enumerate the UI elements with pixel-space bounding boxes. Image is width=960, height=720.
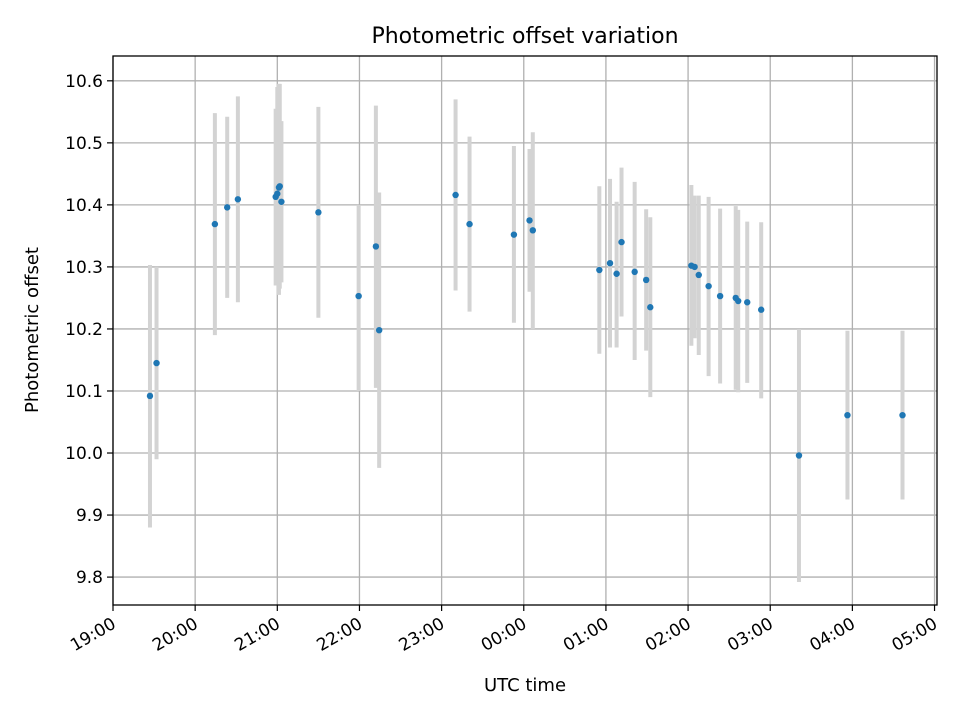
data-point [757, 306, 765, 313]
x-tick-label: 04:00 [806, 614, 858, 656]
data-point [466, 220, 473, 228]
data-point [529, 227, 537, 234]
y-tick-label: 9.8 [76, 568, 103, 588]
data-point [716, 292, 724, 300]
y-axis-ticks: 9.8 9.9 10.0 10.1 10.2 10.3 10.4 10.5 10.6 [65, 72, 113, 588]
data-point [744, 299, 751, 306]
x-axis-ticks: 19:00 20:00 21:00 22:00 23:00 00:00 01:00 02:00… [67, 605, 941, 656]
x-tick-label: 22:00 [314, 614, 366, 656]
data-point [695, 271, 702, 279]
data-point [596, 266, 603, 274]
y-tick-label: 10.6 [65, 72, 103, 92]
data-point [315, 209, 322, 216]
data-point [631, 268, 638, 276]
data-point [705, 282, 712, 290]
data-point [223, 204, 231, 211]
y-tick-label: 10.5 [65, 134, 103, 154]
data-point [372, 243, 380, 250]
data-points [146, 183, 906, 459]
y-tick-label: 10.4 [65, 196, 103, 216]
data-point [375, 326, 383, 334]
data-point [844, 411, 851, 419]
data-point [647, 304, 654, 311]
data-point [734, 297, 742, 305]
data-point [153, 359, 160, 367]
x-tick-label: 23:00 [396, 614, 448, 656]
data-point [355, 292, 362, 300]
x-tick-label: 00:00 [478, 614, 530, 656]
x-tick-label: 02:00 [642, 614, 694, 656]
data-point [510, 231, 518, 238]
x-tick-label: 20:00 [149, 614, 201, 656]
data-point [274, 190, 281, 197]
data-point [276, 183, 283, 190]
data-point [691, 263, 698, 271]
data-point [899, 411, 906, 419]
y-tick-label: 10.2 [65, 320, 103, 340]
x-axis-label: UTC time [484, 675, 566, 696]
data-point [795, 452, 803, 459]
plot-frame [112, 55, 938, 606]
error-bars [147, 83, 905, 583]
x-tick-label: 01:00 [560, 614, 612, 656]
data-point [211, 220, 219, 228]
y-tick-label: 10.1 [65, 382, 103, 402]
x-tick-label: 19:00 [67, 614, 119, 656]
chart-title: Photometric offset variation [371, 24, 678, 49]
data-point [606, 259, 614, 267]
y-tick-label: 10.3 [65, 258, 103, 278]
y-tick-label: 10.0 [65, 444, 103, 464]
data-point [613, 270, 620, 277]
data-point [452, 191, 459, 199]
x-tick-label: 21:00 [231, 614, 283, 656]
y-tick-label: 9.9 [76, 506, 103, 526]
data-point [618, 238, 625, 246]
data-point [146, 392, 154, 400]
data-point [234, 196, 242, 203]
data-point [278, 198, 285, 205]
y-axis-label: Photometric offset [22, 247, 43, 413]
data-point [642, 276, 650, 284]
x-tick-label: 03:00 [724, 614, 776, 656]
data-point [526, 217, 533, 224]
x-tick-label: 05:00 [889, 614, 941, 656]
